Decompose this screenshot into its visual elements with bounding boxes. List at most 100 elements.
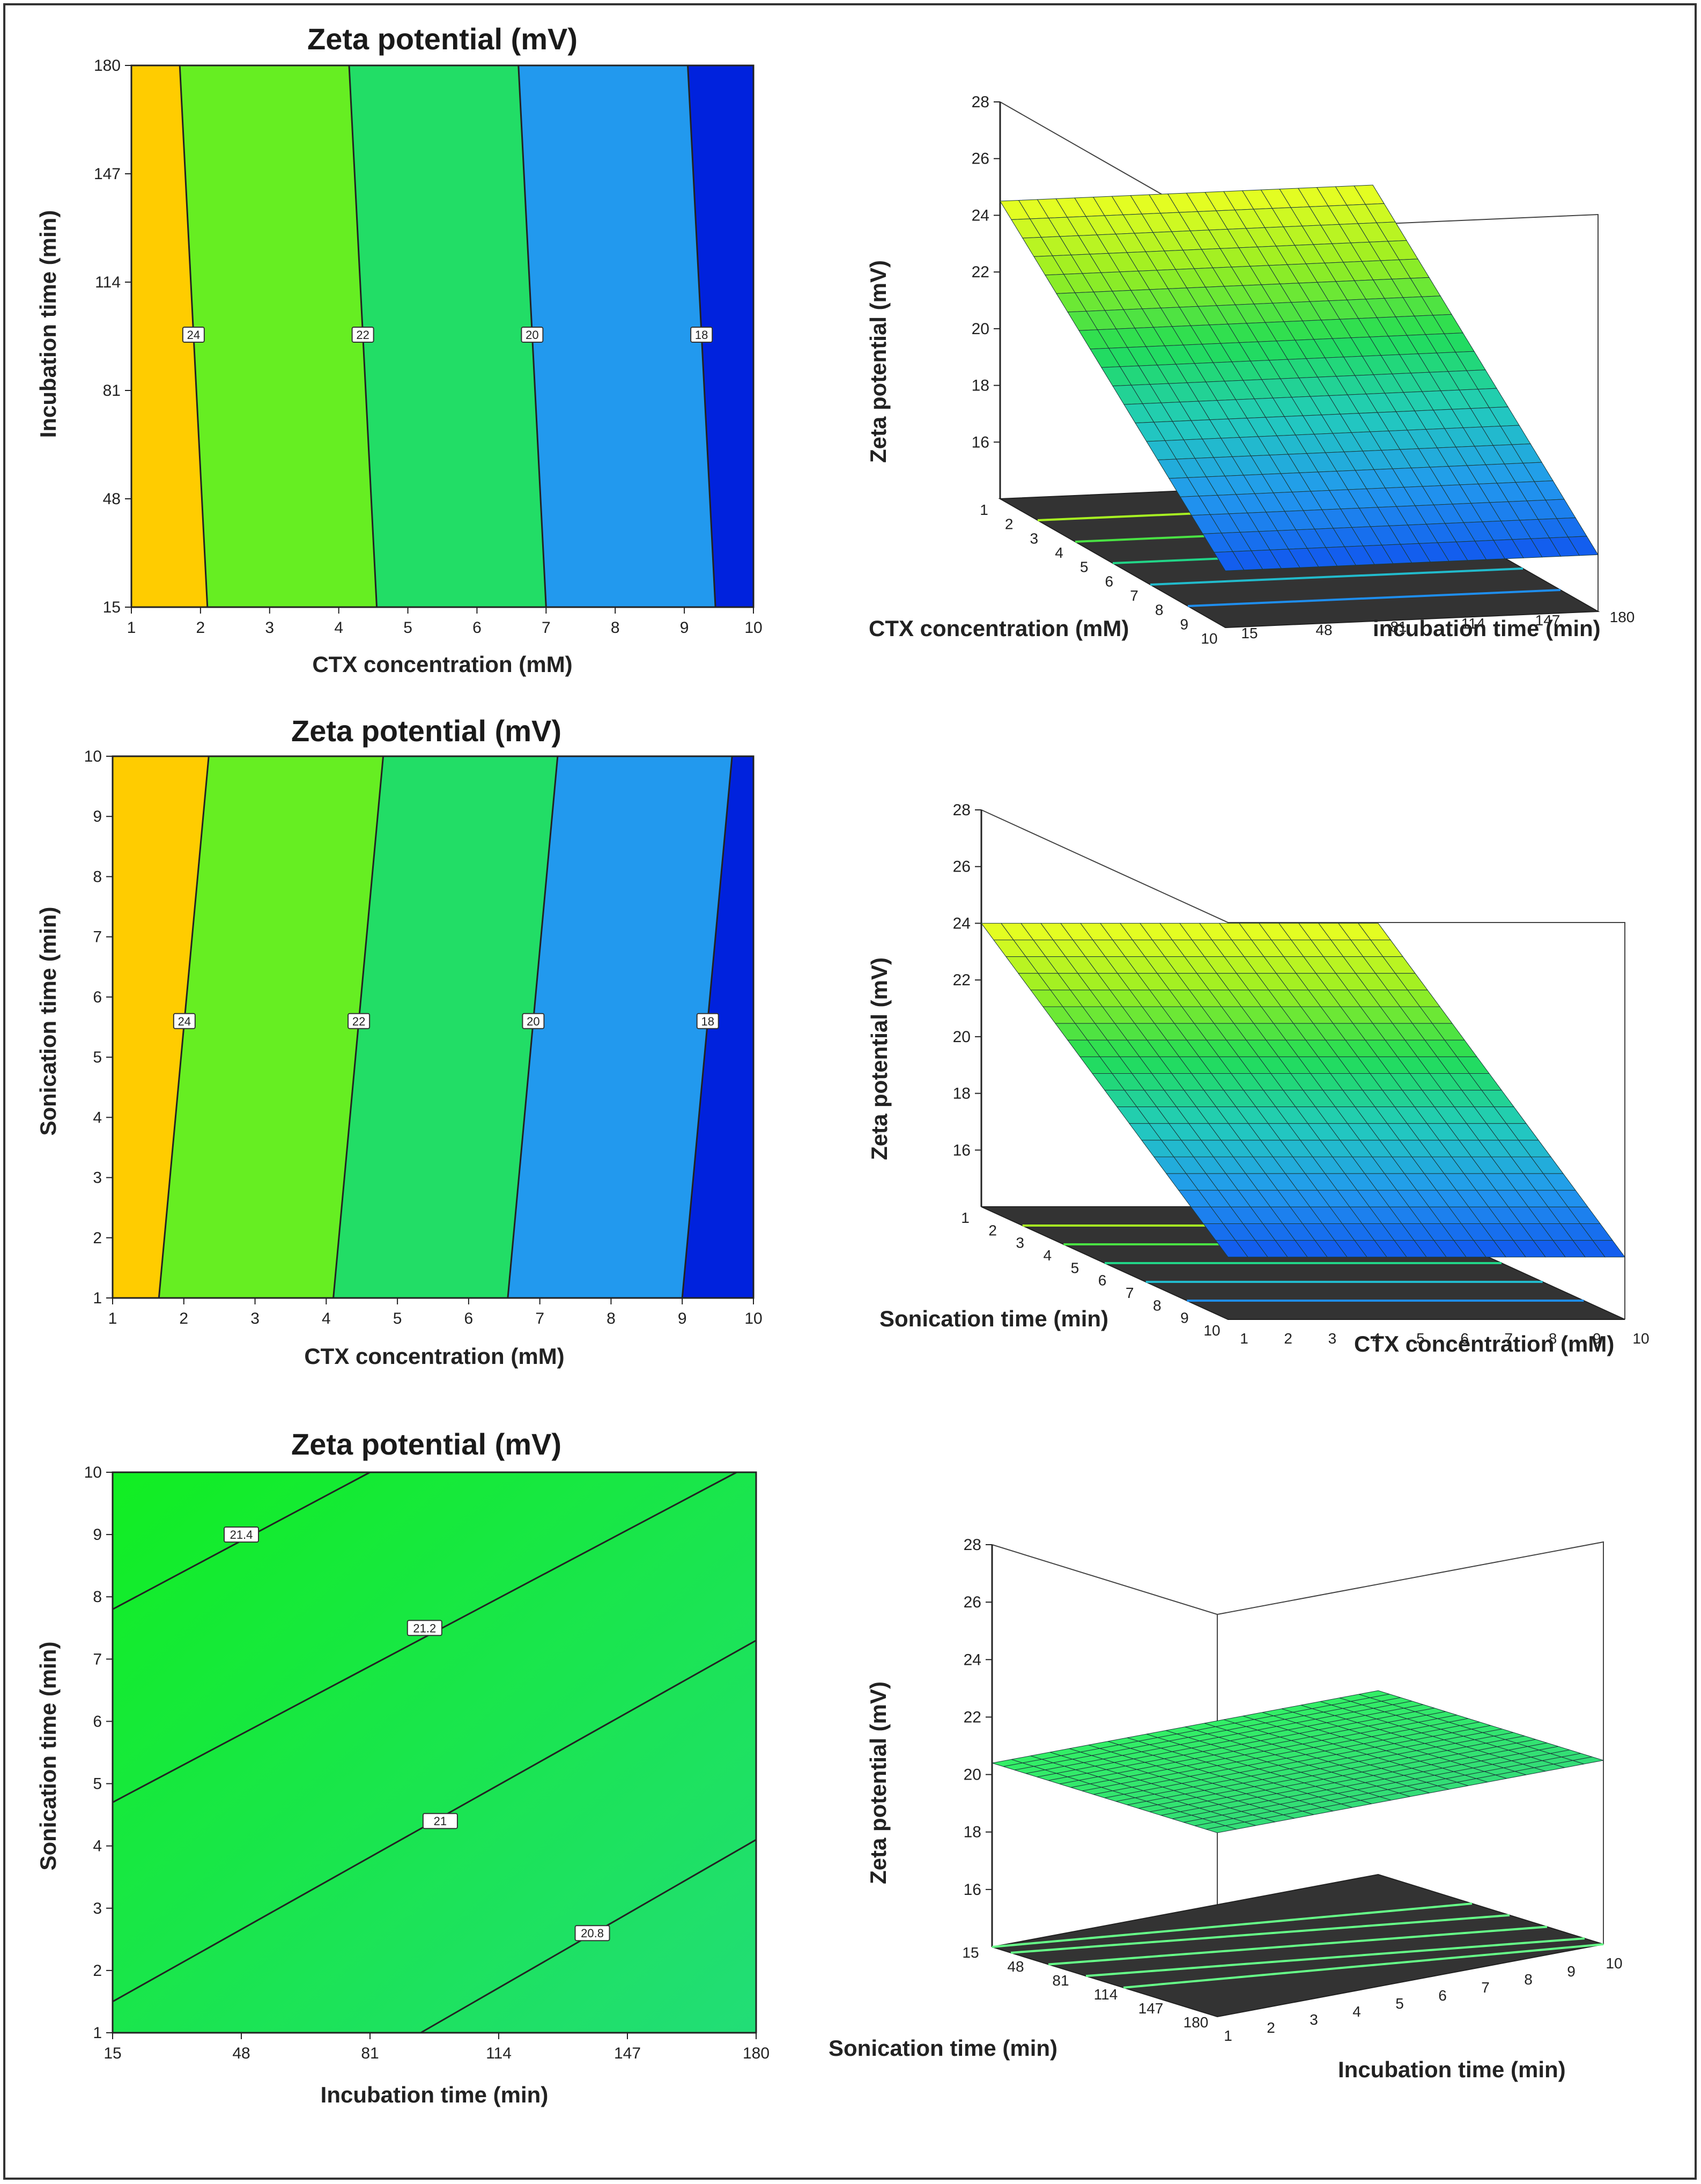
x1-tick-label: 8 [1155, 602, 1164, 618]
x-tick-label: 7 [535, 1310, 544, 1327]
contour-label-box [522, 1013, 545, 1029]
contour-label-box [224, 1526, 259, 1543]
x-tick-label: 81 [361, 2045, 379, 2062]
figure-frame [3, 3, 1697, 2180]
contour-band [687, 65, 753, 607]
x2-tick-label: 7 [1505, 1330, 1513, 1347]
contour-2-title: Zeta potential (mV) [291, 714, 562, 748]
contour-band [349, 65, 546, 607]
z-tick-label: 22 [964, 1708, 981, 1726]
y-tick-label: 3 [93, 1169, 102, 1187]
surface-3-x2label: Incubation time (min) [1338, 2057, 1566, 2082]
box-edge [1228, 922, 1625, 1319]
contour-2-xlabel: CTX concentration (mM) [304, 1344, 565, 1369]
x-tick-label: 1 [127, 619, 136, 637]
x2-tick-label: 8 [1549, 1330, 1557, 1347]
z-tick-label: 16 [953, 1141, 971, 1159]
contour-label: 21.2 [413, 1621, 436, 1635]
x2-tick-label: 3 [1310, 2011, 1318, 2028]
surface-plot-3: 16 18 20 22 24 26 28 15 48 81 114 147 180 1 2 3 4 5 6 7 8 9 10 [962, 1536, 1622, 2044]
x1-tick-label: 6 [1098, 1272, 1107, 1289]
z-tick-label: 24 [953, 914, 971, 932]
contour-label: 24 [187, 328, 200, 342]
surface-2-zlabel: Zeta potential (mV) [867, 957, 892, 1161]
z-tick-label: 22 [953, 971, 971, 989]
y-tick-label: 6 [93, 1713, 102, 1730]
x1-tick-label: 9 [1180, 1310, 1189, 1326]
x2-tick-label: 6 [1460, 1330, 1469, 1347]
x-tick-label: 10 [744, 619, 762, 637]
x-tick-label: 1 [108, 1310, 117, 1327]
x1-tick-label: 15 [962, 1944, 979, 1961]
contour-band [159, 756, 383, 1298]
surface-cell [1567, 536, 1599, 556]
x2-tick-label: 1 [1240, 1330, 1248, 1347]
floor-contour [992, 1902, 1473, 1948]
contour-band [507, 756, 733, 1298]
x2-tick-label: 5 [1416, 1330, 1425, 1347]
x-tick-label: 8 [611, 619, 620, 637]
x2-tick-label: 114 [1461, 615, 1485, 632]
contour-label-box [173, 1013, 196, 1029]
contour-label: 22 [352, 1015, 365, 1028]
floor-contour [1048, 1925, 1548, 1966]
contour-band [180, 65, 377, 607]
contour-plot-2: 24 22 20 18 1 2 3 4 5 6 7 8 9 10 1 2 3 4 5 6 7 8 9 10 [84, 748, 763, 1327]
x-tick-label: 2 [196, 619, 205, 637]
x2-tick-label: 5 [1395, 1995, 1404, 2012]
contour-3-xlabel: Incubation time (min) [320, 2082, 549, 2107]
contour-label: 20 [527, 1015, 539, 1028]
plot-frame [112, 755, 755, 1299]
x1-tick-label: 10 [1201, 630, 1217, 647]
y-tick-label: 7 [93, 1650, 102, 1668]
x2-tick-label: 147 [1535, 612, 1561, 629]
contour-label: 20 [526, 328, 538, 342]
y-tick-label: 4 [93, 1838, 102, 1855]
contour-1-title: Zeta potential (mV) [307, 22, 578, 56]
x2-tick-label: 4 [1372, 1330, 1381, 1347]
surface-1-x2label: incubation time (min) [1373, 616, 1601, 641]
z-tick-label: 20 [964, 1766, 981, 1784]
x-tick-label: 3 [250, 1310, 260, 1327]
x-tick-label: 4 [334, 619, 343, 637]
floor-contour [1150, 567, 1523, 586]
y-tick-label: 81 [103, 382, 121, 400]
z-tick-label: 18 [953, 1085, 971, 1103]
x2-tick-label: 48 [1315, 622, 1332, 638]
z-tick-label: 26 [953, 858, 971, 876]
contour-label-box [696, 1013, 719, 1029]
y-tick-label: 48 [103, 490, 121, 508]
floor-contour [1010, 1914, 1510, 1954]
x2-tick-label: 3 [1328, 1330, 1337, 1347]
z-tick-label: 28 [972, 93, 989, 111]
contour-plot-1: 24 22 20 18 1 2 3 4 5 6 7 8 9 10 15 48 81 114 147 180 [94, 57, 763, 637]
y-tick-label: 5 [93, 1049, 102, 1066]
box-edge [1217, 1541, 1604, 1944]
x2-tick-label: 9 [1593, 1330, 1601, 1347]
contour-label-box [182, 326, 205, 343]
x-tick-label: 7 [542, 619, 551, 637]
x1-tick-label: 48 [1007, 1958, 1024, 1975]
surface-cell [1592, 1240, 1625, 1258]
contour-label: 21 [434, 1814, 447, 1828]
plot-frame [130, 64, 755, 608]
z-tick-label: 26 [972, 150, 989, 168]
y-tick-label: 1 [93, 1289, 102, 1307]
x1-tick-label: 10 [1203, 1322, 1220, 1339]
x1-tick-label: 7 [1130, 587, 1138, 604]
x-tick-label: 5 [393, 1310, 402, 1327]
y-tick-label: 9 [93, 1526, 102, 1544]
y-tick-label: 5 [93, 1775, 102, 1793]
x1-tick-label: 9 [1180, 616, 1189, 632]
contour-label: 22 [356, 328, 369, 342]
x1-tick-label: 4 [1044, 1247, 1052, 1264]
x1-tick-label: 7 [1126, 1285, 1134, 1301]
x-tick-label: 114 [486, 2045, 512, 2062]
x-tick-label: 5 [403, 619, 412, 637]
x2-tick-label: 10 [1606, 1955, 1622, 1972]
x1-tick-label: 147 [1138, 2000, 1164, 2017]
x-tick-label: 10 [744, 1310, 762, 1327]
y-tick-label: 6 [93, 988, 102, 1006]
y-tick-label: 10 [84, 748, 102, 765]
